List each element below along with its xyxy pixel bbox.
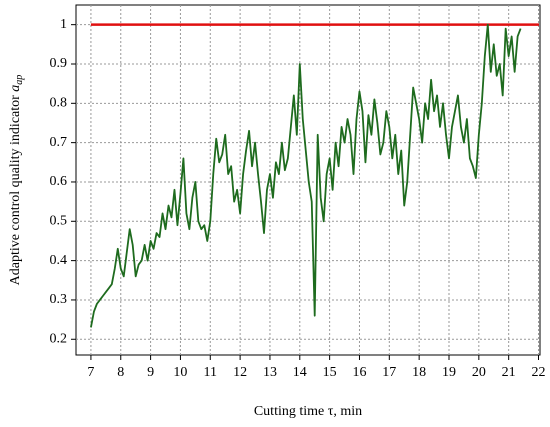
y-axis-label-text: Adaptive control quality indicator [8,95,23,285]
x-tick-label: 22 [532,365,546,380]
x-tick-label: 18 [412,365,426,380]
y-tick-label: 0.2 [50,331,68,346]
x-tick-label: 17 [382,365,396,380]
y-tick-label: 0.8 [50,96,68,111]
x-tick-label: 14 [293,365,307,380]
x-tick-label: 13 [263,365,277,380]
x-tick-label: 10 [173,365,187,380]
x-tick-label: 8 [117,365,124,380]
y-tick-label: 0.7 [50,135,68,150]
y-tick-label: 0.4 [50,253,68,268]
y-tick-label: 1 [60,17,67,32]
x-tick-label: 12 [233,365,247,380]
x-tick-label: 7 [87,365,94,380]
y-axis-subscript: ap [14,75,25,85]
y-tick-label: 0.9 [50,56,68,71]
y-tick-label: 0.6 [50,174,68,189]
x-tick-label: 21 [502,365,516,380]
x-tick-label: 9 [147,365,154,380]
x-tick-label: 19 [442,365,456,380]
data-line [90,23,522,328]
y-tick-label: 0.3 [50,292,68,307]
plot-frame [75,4,541,356]
x-axis-label: Cutting time τ, min [254,404,362,419]
y-axis-label: Adaptive control quality indicator aap [8,75,25,286]
x-tick-label: 16 [352,365,366,380]
y-tick-label: 0.5 [50,214,68,229]
x-tick-label: 15 [323,365,337,380]
y-axis-symbol: a [8,85,23,92]
x-tick-label: 20 [472,365,486,380]
x-tick-label: 11 [204,365,217,380]
